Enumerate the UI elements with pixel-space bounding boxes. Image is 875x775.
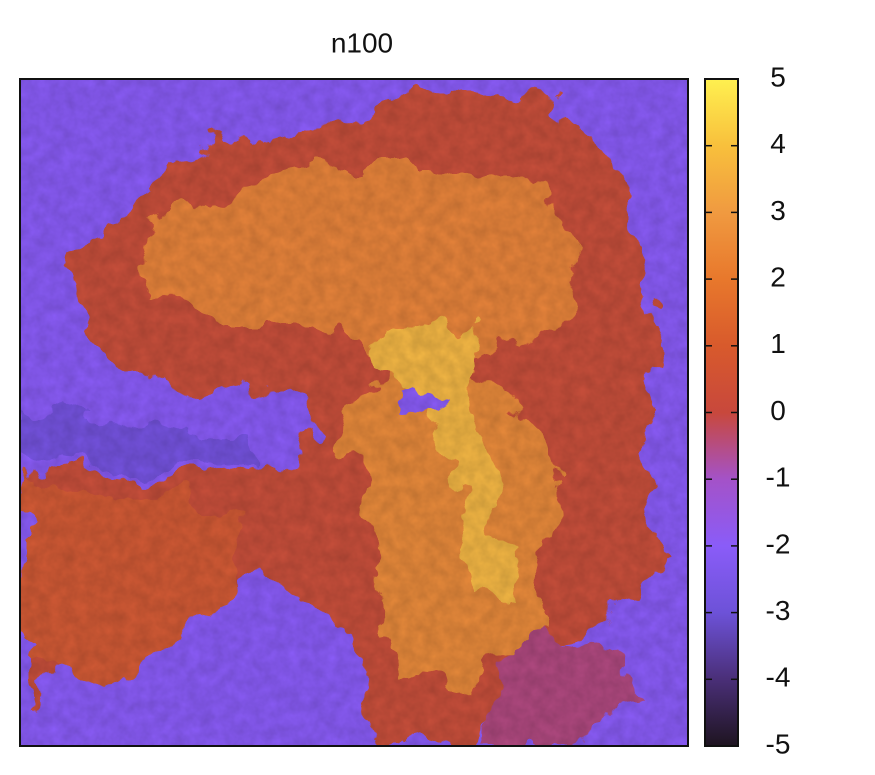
colorbar-tick-label: -3 bbox=[766, 595, 791, 626]
colorbar-tick-label: 1 bbox=[770, 328, 786, 359]
colorbar-tick-label: 4 bbox=[770, 128, 786, 159]
colorbar-tick-label: 0 bbox=[770, 395, 786, 426]
plot-frame bbox=[19, 78, 689, 747]
colorbar-tick-label: 2 bbox=[770, 261, 786, 292]
colorbar-tick-label: -1 bbox=[766, 462, 791, 493]
heatmap-image bbox=[20, 79, 688, 746]
colorbar-tick-label: -5 bbox=[766, 728, 791, 759]
chart-title: n100 bbox=[331, 27, 393, 58]
colorbar-tick-label: 3 bbox=[770, 195, 786, 226]
colorbar-tick-label: -2 bbox=[766, 528, 791, 559]
colorbar-tick-label: -4 bbox=[766, 662, 791, 693]
colorbar-tick-label: 5 bbox=[770, 61, 786, 92]
